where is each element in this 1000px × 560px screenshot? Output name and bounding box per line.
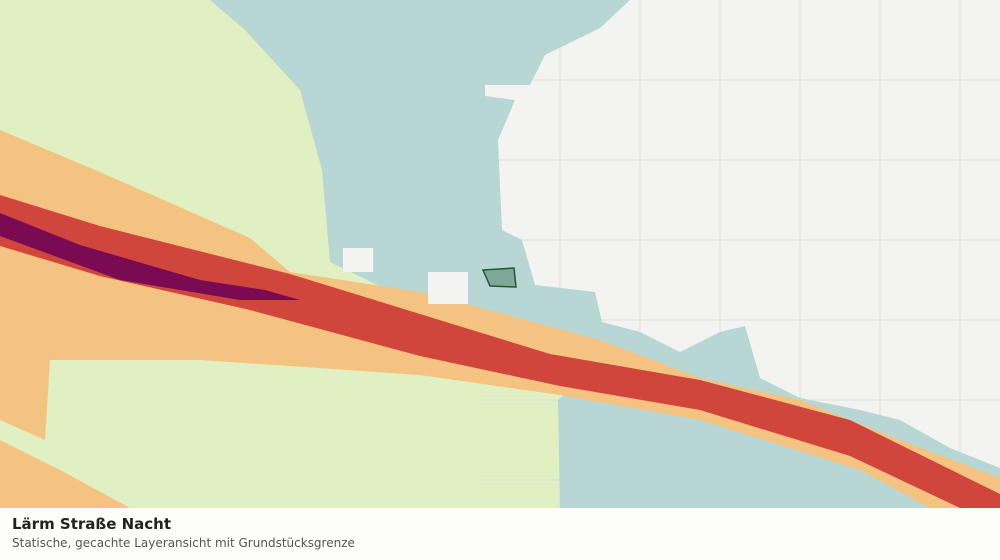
caption-title: Lärm Straße Nacht	[12, 515, 172, 533]
noise-zone-medium	[0, 440, 130, 508]
noise-zone-high	[0, 195, 1000, 508]
noise-zone-very-high	[0, 213, 300, 300]
water-area	[210, 0, 1000, 508]
caption: Lärm Straße Nacht Statische, gecachte La…	[0, 508, 1000, 560]
parcel-boundary	[481, 267, 517, 288]
caption-subtitle: Statische, gecachte Layeransicht mit Gru…	[12, 536, 355, 550]
building	[428, 272, 468, 304]
building	[343, 248, 373, 272]
